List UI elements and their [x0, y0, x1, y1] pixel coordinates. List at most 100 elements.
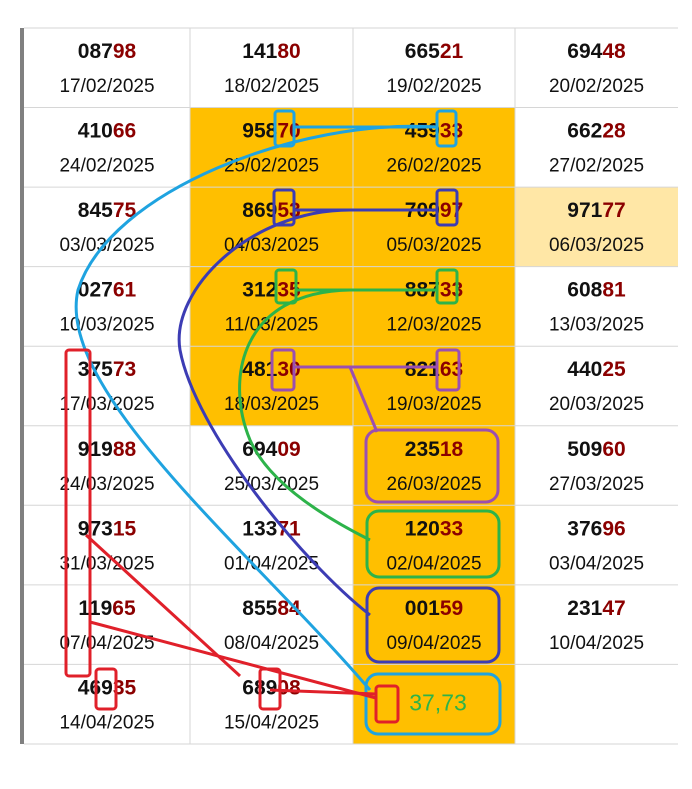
- number-end: 75: [113, 199, 137, 222]
- date: 19/02/2025: [386, 76, 481, 97]
- cell: [353, 584, 515, 665]
- number: 60881: [567, 279, 626, 302]
- annotations: [64, 109, 502, 736]
- number-lead: 120: [405, 517, 440, 540]
- date: 20/03/2025: [549, 394, 644, 415]
- number: 97177: [567, 199, 625, 222]
- date: 03/03/2025: [59, 235, 154, 256]
- number-end: 09: [277, 438, 300, 461]
- date: 09/04/2025: [386, 633, 481, 654]
- number-lead: 133: [242, 517, 277, 540]
- date: 25/02/2025: [224, 156, 319, 177]
- cell: [515, 346, 678, 426]
- date: 24/03/2025: [59, 474, 154, 495]
- cell: [353, 187, 515, 267]
- cell: [24, 584, 190, 665]
- number-end: 81: [602, 279, 626, 302]
- cell: [353, 505, 515, 585]
- grid: [24, 27, 678, 745]
- date: 06/03/2025: [549, 235, 644, 256]
- date: 19/03/2025: [386, 394, 481, 415]
- number: 37573: [78, 358, 136, 381]
- date: 10/03/2025: [59, 315, 154, 336]
- date: 17/02/2025: [59, 76, 154, 97]
- cell: [515, 505, 678, 585]
- date: 27/02/2025: [549, 156, 644, 177]
- number: 66228: [567, 120, 626, 143]
- number-end: 33: [440, 279, 463, 302]
- number-end: 98: [113, 40, 137, 63]
- number-lead: 694: [567, 40, 602, 63]
- number-lead: 376: [567, 517, 602, 540]
- number: 02761: [78, 279, 137, 302]
- date: 10/04/2025: [549, 633, 644, 654]
- green-annotation: [238, 268, 501, 579]
- number-lead: 312: [242, 279, 277, 302]
- cell: [353, 346, 515, 426]
- number-lead: 958: [242, 120, 277, 143]
- number-lead: 973: [78, 517, 113, 540]
- number-lead: 459: [405, 120, 440, 143]
- cell: [24, 346, 190, 426]
- cell: [24, 107, 190, 188]
- number-lead: 119: [78, 597, 112, 620]
- number-lead: 662: [567, 120, 602, 143]
- blue-annotation: [177, 188, 501, 664]
- cell: [24, 187, 190, 267]
- number: 12033: [405, 517, 463, 540]
- number: 08798: [78, 40, 137, 63]
- date: 03/04/2025: [549, 553, 644, 574]
- number-lead: 087: [78, 40, 113, 63]
- number: 46935: [78, 676, 137, 699]
- date: 14/04/2025: [59, 712, 154, 733]
- number-end: 33: [440, 517, 463, 540]
- number: 37696: [567, 517, 625, 540]
- date: 31/03/2025: [59, 553, 154, 574]
- number-end: 28: [602, 120, 626, 143]
- number-end: 30: [277, 358, 300, 381]
- cell: [515, 187, 678, 267]
- number-end: 33: [440, 120, 463, 143]
- number: 50960: [567, 438, 625, 461]
- cell: [24, 664, 190, 744]
- date: 17/03/2025: [59, 394, 154, 415]
- number-lead: 919: [78, 438, 113, 461]
- prediction: 37,73: [409, 689, 467, 715]
- number-end: 15: [113, 517, 137, 540]
- number-lead: 231: [567, 597, 602, 620]
- number-end: 66: [113, 120, 136, 143]
- purple-annotation: [270, 348, 500, 504]
- cell: [24, 266, 190, 347]
- number-end: 25: [602, 358, 626, 381]
- number-end: 80: [277, 40, 300, 63]
- number-end: 60: [602, 438, 625, 461]
- date: 12/03/2025: [386, 315, 481, 336]
- number: 11965: [78, 597, 136, 620]
- cell: [353, 28, 515, 108]
- cell: [190, 584, 353, 665]
- cell: [190, 505, 353, 585]
- number: 84575: [78, 199, 137, 222]
- date: 27/03/2025: [549, 474, 644, 495]
- date: 20/02/2025: [549, 76, 644, 97]
- table: [24, 28, 678, 744]
- date: 05/03/2025: [386, 235, 481, 256]
- number-end: 77: [602, 199, 625, 222]
- cell: [515, 425, 678, 506]
- number-end: 35: [113, 676, 137, 699]
- number-lead: 869: [242, 199, 277, 222]
- cell: [353, 266, 515, 347]
- number-end: 70: [277, 120, 300, 143]
- date: 07/04/2025: [59, 633, 154, 654]
- cell: [190, 664, 353, 744]
- number: 91988: [78, 438, 137, 461]
- number-end: 61: [113, 279, 137, 302]
- cell: [353, 664, 515, 744]
- number-lead: 971: [567, 199, 602, 222]
- number: 44025: [567, 358, 626, 381]
- date: 15/04/2025: [224, 712, 319, 733]
- number-lead: 410: [78, 120, 113, 143]
- number-end: 65: [112, 597, 136, 620]
- number-lead: 608: [567, 279, 602, 302]
